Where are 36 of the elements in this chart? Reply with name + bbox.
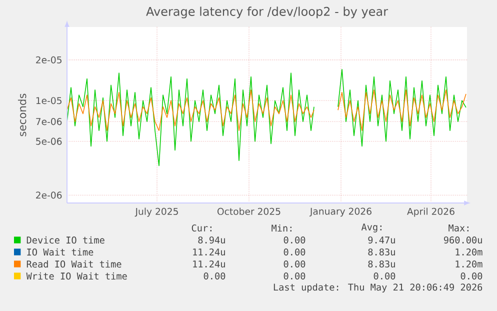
y-tick-label: 2e-05 [36,56,62,64]
text: Last update: Thu May 21 20:06:49 2026 [274,283,482,293]
text: 9.47u [368,236,395,244]
y-tick-label: 1e-05 [36,97,62,104]
text: 1.20m [456,260,482,268]
y-tick-label: 5e-06 [36,138,62,145]
text: 8.83u [368,260,395,268]
x-tick-label: October 2025 [217,208,280,215]
text: 1.20m [456,248,482,256]
text: 11.24u [193,260,225,268]
legend-label: Read IO Wait time [26,260,122,268]
text: Avg: [361,224,382,232]
text: 0.00 [284,236,306,244]
text: 0.00 [374,272,396,280]
text: 0.00 [204,272,226,280]
text: 11.24u [193,248,225,256]
x-tick-label: July 2025 [134,208,178,217]
y-tick-label: 2e-06 [36,192,62,199]
x-tick-label: January 2026 [309,208,372,217]
text: 8.94u [198,236,225,244]
text: Max: [448,224,468,232]
legend-label: IO Wait time [27,248,94,256]
text: 0.00 [284,248,306,256]
y-axis-title: seconds [18,94,26,136]
legend-label: Write IO Wait time [26,272,127,280]
text: Min: [272,224,292,232]
y-tick-label: 7e-06 [36,118,62,126]
chart-title: Average latency for /dev/loop2 - by year [146,6,388,18]
text: 0.00 [284,272,306,280]
text: 0.00 [284,260,306,268]
x-tick-label: April 2026 [407,208,454,217]
text: 960.00u [444,236,482,244]
legend-label: Device IO time [26,236,104,244]
text: 0.00 [460,272,482,280]
text: Cur: [192,224,212,232]
text: 8.83u [368,248,395,256]
